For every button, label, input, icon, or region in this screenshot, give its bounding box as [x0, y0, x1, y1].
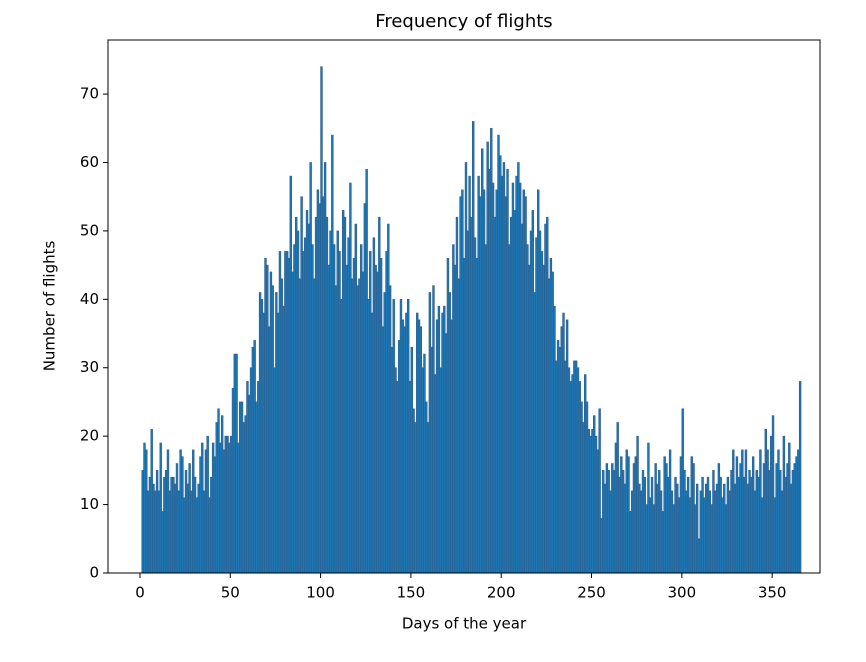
y-tick-label: 60	[80, 153, 99, 171]
bar	[798, 381, 802, 574]
y-tick-label: 50	[80, 221, 99, 239]
y-tick-label: 0	[89, 564, 99, 582]
x-tick-label: 350	[758, 584, 787, 602]
x-tick-label: 150	[397, 584, 426, 602]
y-tick-label: 20	[80, 427, 99, 445]
x-tick-label: 200	[487, 584, 516, 602]
x-axis-label: Days of the year	[402, 615, 527, 633]
y-axis-label: Number of flights	[41, 241, 59, 372]
y-tick-label: 40	[80, 290, 99, 308]
x-tick-label: 100	[306, 584, 335, 602]
x-tick-label: 250	[577, 584, 606, 602]
x-tick-label: 50	[221, 584, 240, 602]
y-tick-label: 10	[80, 495, 99, 513]
chart-title: Frequency of flights	[375, 11, 552, 32]
y-tick-label: 30	[80, 358, 99, 376]
x-tick-label: 300	[668, 584, 697, 602]
x-tick-label: 0	[135, 584, 145, 602]
plot-frame	[107, 39, 821, 574]
y-tick-label: 70	[80, 85, 99, 103]
